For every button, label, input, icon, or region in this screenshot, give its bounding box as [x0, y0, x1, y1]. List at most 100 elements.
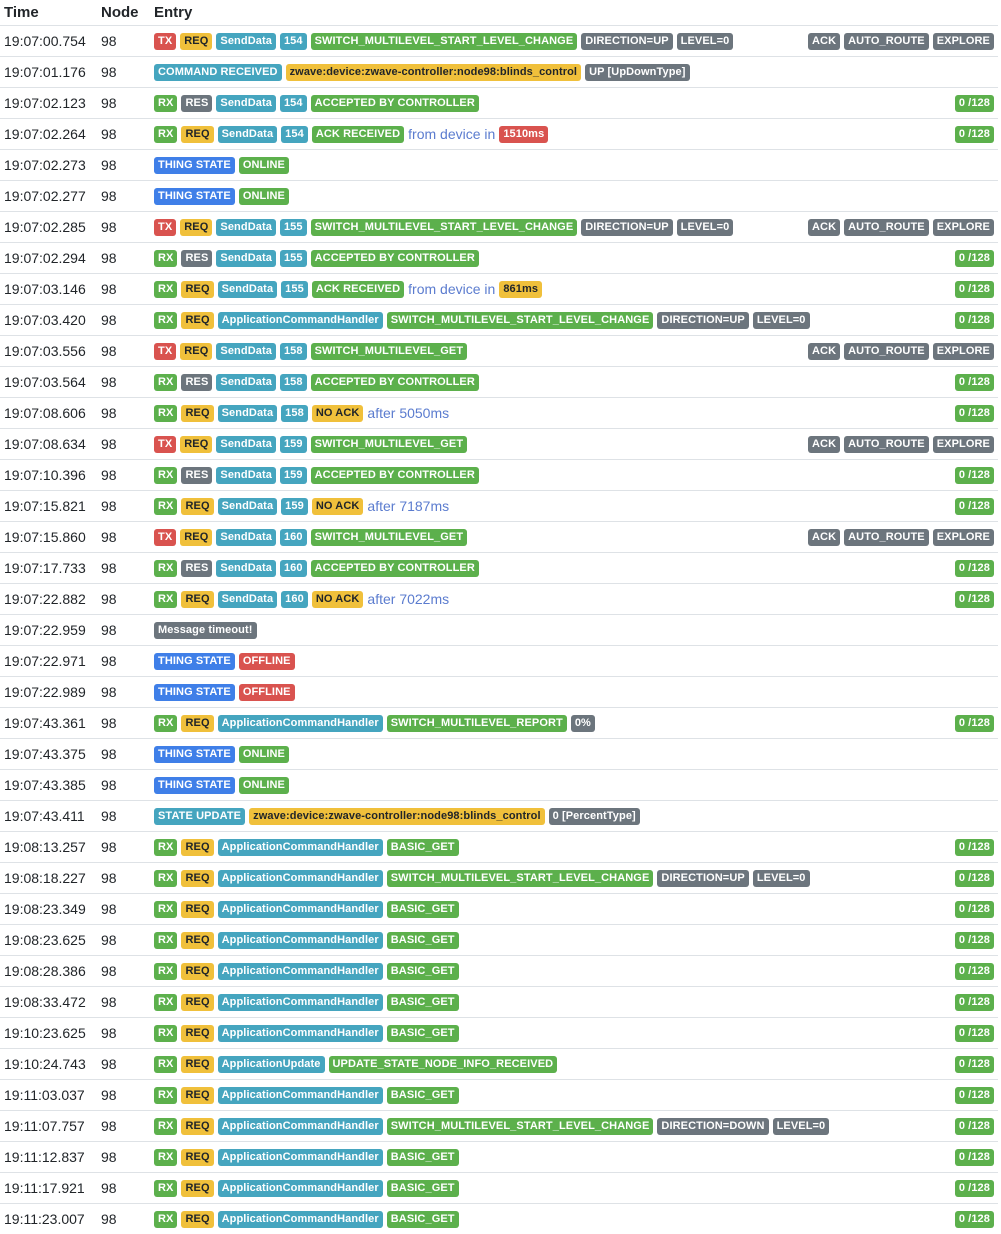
- entry-badge: BASIC_GET: [387, 1211, 459, 1228]
- entry-badge: NO ACK: [312, 405, 364, 422]
- node-cell: 98: [97, 88, 150, 119]
- entry-flags: 0 /128: [955, 932, 998, 949]
- signal-badge: 0 /128: [955, 1149, 994, 1166]
- flag-badge: EXPLORE: [933, 219, 994, 236]
- entry-badge: DIRECTION=UP: [581, 33, 672, 50]
- entry-badge: THING STATE: [154, 777, 235, 794]
- entry-badge: TX: [154, 219, 176, 236]
- signal-badge: 0 /128: [955, 405, 994, 422]
- header-time[interactable]: Time: [0, 0, 97, 26]
- entry-badge: SendData: [216, 560, 276, 577]
- signal-badge: 0 /128: [955, 1087, 994, 1104]
- time-cell: 19:07:00.754: [0, 26, 97, 57]
- time-cell: 19:07:43.361: [0, 708, 97, 739]
- entry-badge: SendData: [218, 405, 278, 422]
- entry-badge: RX: [154, 1211, 177, 1228]
- entry-badge: RX: [154, 591, 177, 608]
- header-entry[interactable]: Entry: [150, 0, 998, 26]
- header-node[interactable]: Node: [97, 0, 150, 26]
- entry-badge: ACCEPTED BY CONTROLLER: [311, 467, 479, 484]
- node-cell: 98: [97, 770, 150, 801]
- entry-badge: BASIC_GET: [387, 932, 459, 949]
- entry-badge: UPDATE_STATE_NODE_INFO_RECEIVED: [329, 1056, 558, 1073]
- entry-flags: 0 /128: [955, 901, 998, 918]
- entry-badge: ACCEPTED BY CONTROLLER: [311, 374, 479, 391]
- entry-badge: RX: [154, 1118, 177, 1135]
- flag-badge: EXPLORE: [933, 529, 994, 546]
- node-cell: 98: [97, 646, 150, 677]
- entry-badge: ACCEPTED BY CONTROLLER: [311, 95, 479, 112]
- time-cell: 19:07:03.556: [0, 336, 97, 367]
- table-header-row: Time Node Entry: [0, 0, 998, 26]
- time-cell: 19:07:02.264: [0, 119, 97, 150]
- node-cell: 98: [97, 801, 150, 832]
- entry-badge: RES: [181, 467, 212, 484]
- entry-badge: LEVEL=0: [677, 219, 734, 236]
- entry-badge: ApplicationCommandHandler: [218, 1087, 383, 1104]
- flag-badge: ACK: [808, 436, 840, 453]
- entry-badge: ONLINE: [239, 746, 289, 763]
- time-cell: 19:11:12.837: [0, 1142, 97, 1173]
- entry-badge: 160: [280, 560, 307, 577]
- entry-badge: SWITCH_MULTILEVEL_GET: [311, 436, 468, 453]
